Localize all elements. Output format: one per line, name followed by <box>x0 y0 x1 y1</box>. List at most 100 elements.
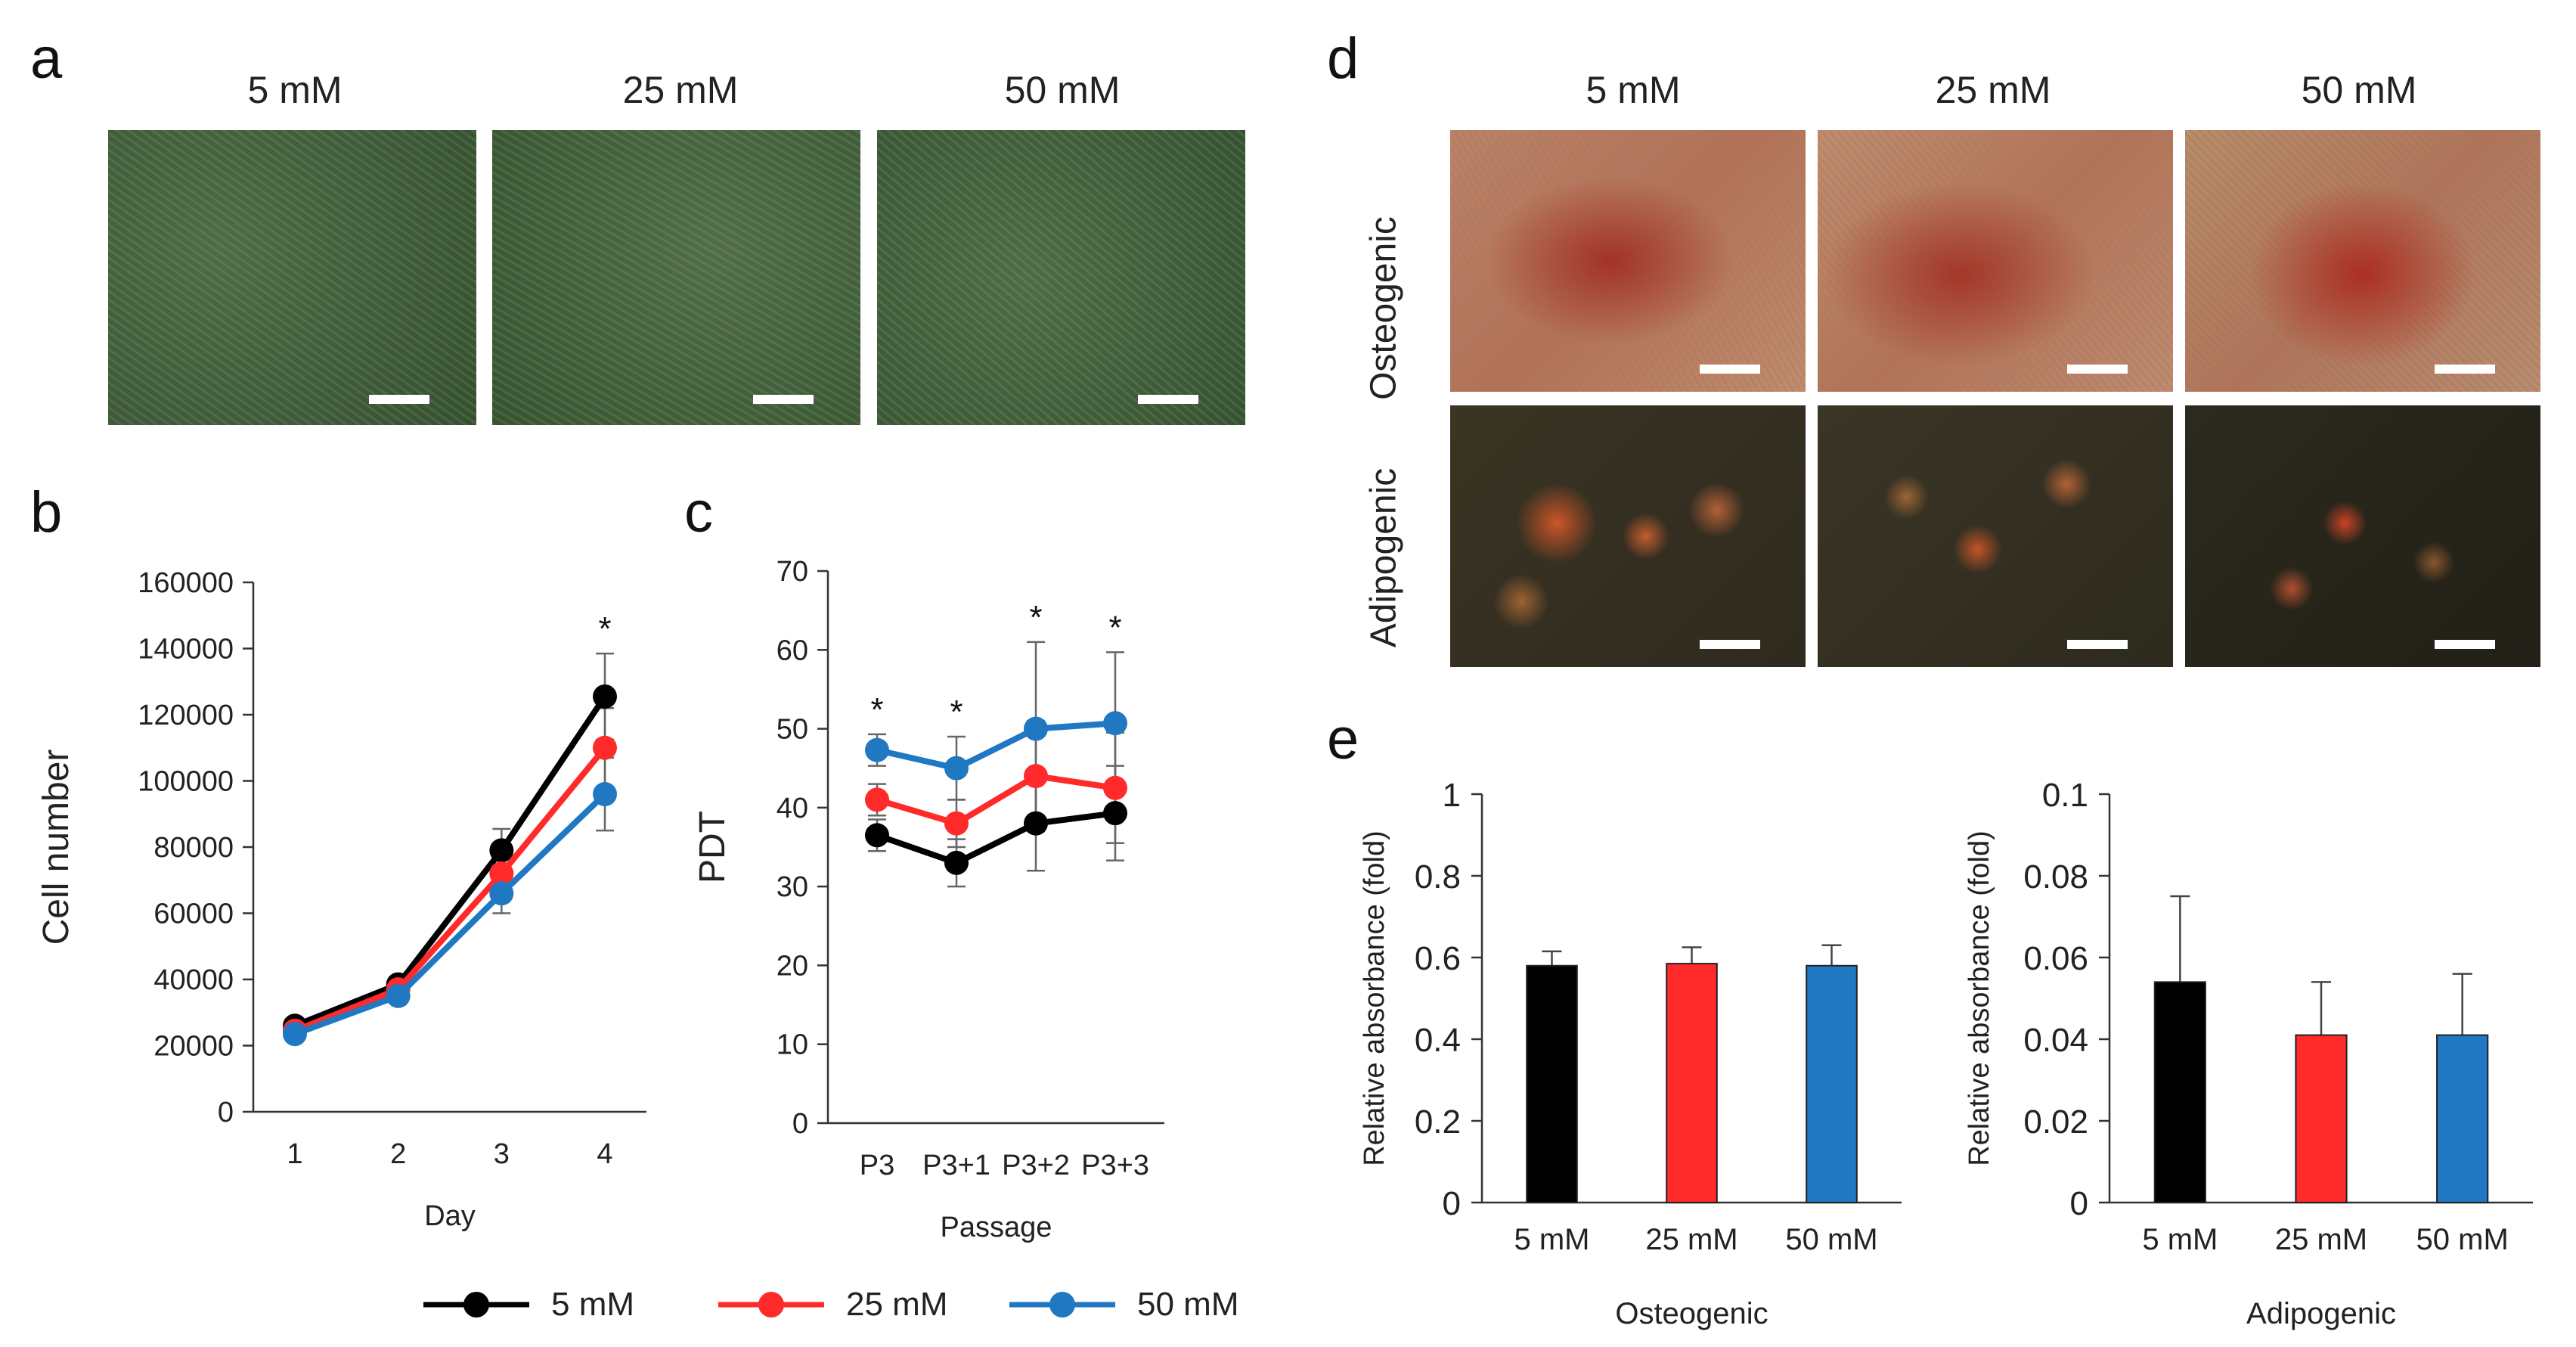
data-point <box>1024 764 1048 789</box>
bar-5mm <box>1526 964 1578 1203</box>
bar-50mm <box>1806 964 1858 1203</box>
y-tick-label: 0 <box>792 1108 808 1140</box>
legend-dot <box>1049 1292 1075 1318</box>
y-tick-label: 70 <box>777 556 808 588</box>
data-point <box>944 811 969 836</box>
series-line-5mm <box>876 810 1116 867</box>
panel-letter-c: c <box>684 480 713 545</box>
legend-marker-5mm <box>423 1292 529 1318</box>
micrograph-a-25mm <box>492 130 860 425</box>
series-line-25mm <box>293 746 608 1034</box>
y-tick-label: 0 <box>1443 1185 1461 1222</box>
y-tick-label: 0.02 <box>2023 1103 2088 1141</box>
scale-bar <box>2435 640 2495 649</box>
legend-label-25mm: 25 mM <box>846 1286 948 1323</box>
y-tick-label: 0.6 <box>1415 940 1461 977</box>
y-tick-label: 0.04 <box>2023 1022 2088 1059</box>
legend-marker-25mm <box>718 1292 824 1318</box>
x-tick-label: 25 mM <box>2275 1223 2367 1256</box>
data-point <box>593 782 617 806</box>
series-line-50mm <box>876 720 1116 771</box>
data-point <box>386 983 411 1008</box>
panel-d-title-50mm: 50 mM <box>2301 69 2417 111</box>
y-axis-label: PDT <box>693 811 733 883</box>
data-point <box>944 756 969 781</box>
chart-b-cell-number: 0 20000 40000 60000 80000 100000 120000 140000 1… <box>36 567 646 1232</box>
y-axis-label: Relative absorbance (fold) <box>1359 830 1390 1166</box>
panel-a-title-25mm: 25 mM <box>622 69 739 111</box>
y-tick-label: 1 <box>1443 777 1461 814</box>
y-axis-label: Relative absorbance (fold) <box>1964 830 1995 1166</box>
significance-marker: * <box>870 691 883 728</box>
significance-marker: * <box>1108 609 1121 646</box>
data-point <box>1024 716 1048 741</box>
micrograph-d-adipogenic-5mm <box>1450 405 1806 667</box>
x-axis-label: Adipogenic <box>2246 1297 2396 1330</box>
legend-label-5mm: 5 mM <box>551 1286 634 1323</box>
panel-letter-d: d <box>1327 26 1359 91</box>
panel-a-title-50mm: 50 mM <box>1004 69 1121 111</box>
x-tick-label: P3+1 <box>922 1150 990 1181</box>
data-point <box>944 850 969 875</box>
y-tick-label: 0.4 <box>1415 1022 1461 1059</box>
legend-dot <box>758 1292 784 1318</box>
micrograph-d-adipogenic-25mm <box>1818 405 2173 667</box>
y-tick-label: 80000 <box>153 832 234 864</box>
micrograph-a-50mm <box>877 130 1245 425</box>
x-tick-label: 4 <box>597 1138 612 1170</box>
data-point <box>865 787 889 812</box>
y-tick-label: 40000 <box>153 964 234 996</box>
chart-c-pdt: 0 10 20 30 40 50 60 70 P3 P3+1 P3+2 P3+3 Passage PDT *… <box>693 556 1164 1243</box>
data-point <box>1103 711 1127 736</box>
y-tick-label: 60 <box>777 635 808 666</box>
y-tick-label: 0.06 <box>2023 940 2088 977</box>
significance-marker: * <box>1029 599 1042 636</box>
micrograph-a-5mm <box>108 130 476 425</box>
scale-bar <box>369 395 429 404</box>
x-axis-label: Passage <box>941 1212 1052 1243</box>
x-tick-label: 5 mM <box>2142 1223 2218 1256</box>
y-tick-label: 0 <box>218 1097 234 1128</box>
significance-marker: * <box>598 610 611 647</box>
y-tick-label: 0 <box>2070 1185 2088 1222</box>
y-tick-label: 50 <box>777 714 808 746</box>
x-axis-label: Osteogenic <box>1615 1297 1768 1330</box>
chart-e-osteogenic: 0 0.2 0.4 0.6 0.8 1 5 mM 25 mM 50 mM Osteogenic Re… <box>1359 777 1902 1330</box>
data-point <box>1103 801 1127 826</box>
legend-marker-50mm <box>1009 1292 1115 1318</box>
data-point <box>865 737 889 762</box>
row-label-osteogenic: Osteogenic <box>1363 216 1404 400</box>
x-tick-label: 50 mM <box>2416 1223 2509 1256</box>
scale-bar <box>2067 640 2128 649</box>
data-point <box>593 735 617 760</box>
data-point <box>1103 775 1127 800</box>
bar-25mm <box>1666 963 1718 1203</box>
legend-label-50mm: 50 mM <box>1137 1286 1239 1323</box>
scale-bar <box>2067 365 2128 374</box>
bar-5mm <box>2153 981 2206 1203</box>
scale-bar <box>2435 365 2495 374</box>
y-tick-label: 20000 <box>153 1031 234 1063</box>
y-axis-label: Cell number <box>36 750 76 945</box>
y-tick-label: 0.08 <box>2023 858 2088 895</box>
data-point <box>489 861 514 886</box>
chart-e-adipogenic: 0 0.02 0.04 0.06 0.08 0.1 5 mM 25 mM 50 mM Adipog… <box>1964 777 2533 1330</box>
scale-bar <box>1700 640 1760 649</box>
micrograph-d-osteogenic-5mm <box>1450 130 1806 392</box>
data-point <box>283 1022 307 1047</box>
significance-marker: * <box>950 694 963 731</box>
x-tick-label: 3 <box>494 1138 510 1170</box>
micrograph-d-adipogenic-50mm <box>2185 405 2540 667</box>
y-tick-label: 160000 <box>138 567 234 599</box>
micrograph-d-osteogenic-50mm <box>2185 130 2540 392</box>
panel-d-title-5mm: 5 mM <box>1586 69 1681 111</box>
legend-item-25mm: 25 mM <box>715 1286 947 1324</box>
data-point <box>1024 811 1048 836</box>
legend-dot <box>463 1292 489 1318</box>
y-tick-label: 40 <box>777 793 808 824</box>
y-tick-label: 100000 <box>138 766 234 798</box>
scale-bar <box>1138 395 1198 404</box>
x-tick-label: 50 mM <box>1785 1223 1877 1256</box>
micrograph-d-osteogenic-25mm <box>1818 130 2173 392</box>
panel-a-title-5mm: 5 mM <box>247 69 343 111</box>
